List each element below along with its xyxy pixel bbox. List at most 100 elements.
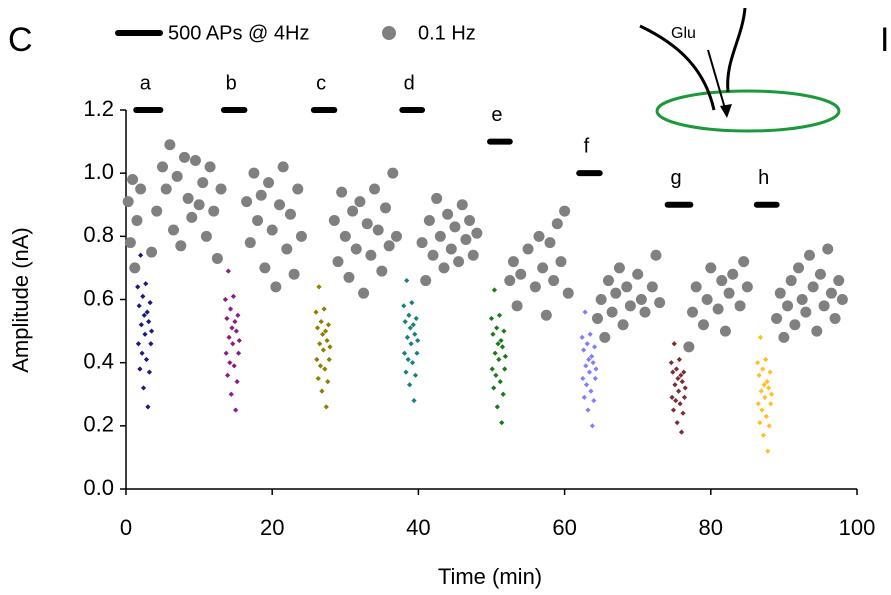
point xyxy=(588,388,594,394)
point xyxy=(401,303,407,309)
point xyxy=(414,350,420,356)
series-label: b xyxy=(226,72,237,94)
point xyxy=(281,243,293,255)
point xyxy=(789,319,801,331)
point xyxy=(757,420,763,426)
point xyxy=(581,347,587,353)
point xyxy=(211,252,223,264)
y-tick-label: 0.6 xyxy=(83,285,114,310)
y-tick-label: 0.8 xyxy=(83,222,114,247)
point xyxy=(295,230,307,242)
point xyxy=(189,155,201,167)
point xyxy=(387,167,399,179)
point xyxy=(494,325,500,331)
point xyxy=(164,139,176,151)
arrow xyxy=(707,49,727,113)
point xyxy=(230,341,236,347)
point xyxy=(672,382,678,388)
point xyxy=(624,300,636,312)
point xyxy=(555,256,567,268)
point xyxy=(595,294,607,305)
point xyxy=(687,306,699,318)
point xyxy=(229,325,235,331)
point xyxy=(632,268,644,280)
point xyxy=(139,350,145,356)
point xyxy=(193,199,205,211)
point xyxy=(415,337,421,344)
point xyxy=(327,344,333,350)
point xyxy=(582,309,588,315)
point xyxy=(178,151,190,163)
point xyxy=(833,275,845,287)
point xyxy=(383,240,395,252)
point xyxy=(765,385,772,391)
point xyxy=(741,281,753,293)
point xyxy=(138,322,144,328)
point xyxy=(678,372,684,378)
point xyxy=(467,249,479,261)
point xyxy=(670,407,677,413)
point xyxy=(322,328,329,334)
point xyxy=(321,306,327,312)
point xyxy=(762,394,768,401)
point xyxy=(586,369,593,375)
series-label: f xyxy=(584,135,590,157)
point xyxy=(533,230,545,242)
point xyxy=(143,356,150,363)
point xyxy=(255,189,267,201)
point xyxy=(681,369,687,375)
point xyxy=(226,334,232,340)
point xyxy=(146,319,152,325)
point xyxy=(320,331,326,337)
point xyxy=(339,230,351,242)
point xyxy=(320,347,326,353)
point xyxy=(292,183,304,195)
point xyxy=(602,275,614,287)
point xyxy=(259,262,271,274)
x-axis-title: Time (min) xyxy=(438,564,542,589)
point xyxy=(674,420,680,426)
point xyxy=(738,256,750,268)
point xyxy=(504,275,516,287)
point xyxy=(581,394,587,401)
point xyxy=(540,309,552,321)
point xyxy=(829,312,841,324)
point xyxy=(137,366,143,372)
point xyxy=(434,230,446,242)
point xyxy=(410,322,416,328)
point xyxy=(412,372,419,378)
point xyxy=(140,385,147,391)
point xyxy=(325,379,331,385)
point xyxy=(408,341,414,347)
point xyxy=(501,328,507,334)
point xyxy=(763,413,769,419)
point xyxy=(142,331,148,337)
point xyxy=(266,224,278,236)
point xyxy=(403,369,409,375)
point xyxy=(227,360,233,366)
point xyxy=(500,391,506,397)
point xyxy=(650,249,662,261)
x-tick-label: 40 xyxy=(406,515,430,540)
point xyxy=(771,312,783,324)
point xyxy=(491,385,497,391)
point xyxy=(677,401,683,407)
point xyxy=(760,432,767,438)
point xyxy=(507,256,519,268)
point xyxy=(673,397,679,404)
point xyxy=(537,262,549,274)
point xyxy=(755,401,761,407)
point xyxy=(224,315,230,322)
point xyxy=(668,360,674,366)
point xyxy=(236,337,242,344)
point xyxy=(248,167,260,179)
point xyxy=(679,379,685,385)
point xyxy=(768,391,775,397)
point xyxy=(502,353,508,359)
inset-diagram: Glu xyxy=(639,7,841,133)
point xyxy=(758,388,764,394)
point xyxy=(765,448,771,454)
point xyxy=(496,312,503,318)
point xyxy=(822,243,834,255)
